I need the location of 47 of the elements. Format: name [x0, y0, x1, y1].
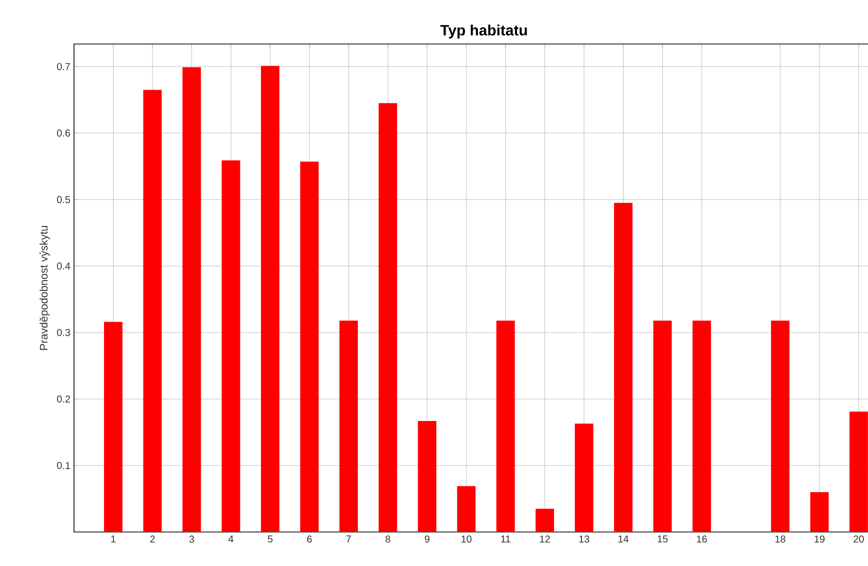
- x-tick-label: 16: [696, 536, 707, 543]
- bar: [653, 320, 672, 532]
- x-tick-label: 6: [307, 536, 312, 543]
- y-tick-label: 0.5: [57, 196, 70, 204]
- x-tick-label: 19: [814, 536, 825, 543]
- bar: [339, 320, 358, 532]
- bar: [536, 508, 554, 532]
- bar: [771, 320, 790, 532]
- bar: [143, 90, 162, 532]
- bar: [810, 492, 829, 532]
- bar: [378, 103, 398, 532]
- x-tick-label: 4: [228, 536, 234, 542]
- x-tick-label: 7: [346, 536, 351, 542]
- bar: [182, 67, 201, 532]
- x-tick-label: 3: [189, 536, 194, 543]
- y-tick-label: 0.6: [57, 130, 70, 137]
- y-tick-label: 0.1: [57, 462, 70, 470]
- bar: [300, 162, 319, 532]
- bar: [104, 322, 122, 532]
- x-tick-label: 15: [658, 536, 668, 542]
- bar: [849, 412, 868, 532]
- bar: [574, 424, 594, 532]
- chart-title: Typ habitatu: [440, 24, 527, 38]
- bar: [222, 160, 240, 532]
- x-tick-label: 20: [854, 536, 864, 543]
- y-tick-label: 0.4: [57, 262, 70, 270]
- y-axis-title: Pravděpodobnost výskytu: [39, 226, 50, 350]
- x-tick-label: 12: [540, 536, 550, 542]
- y-tick-label: 0.2: [57, 396, 70, 403]
- x-tick-label: 18: [775, 536, 786, 543]
- bar: [496, 320, 515, 532]
- bar: [614, 202, 633, 532]
- x-tick-label: 13: [579, 536, 590, 543]
- x-tick-label: 5: [268, 536, 273, 542]
- y-tick-label: 0.3: [57, 329, 70, 336]
- bar: [260, 66, 280, 532]
- bar: [457, 486, 476, 532]
- bar: [418, 420, 436, 532]
- x-tick-label: 8: [386, 536, 390, 543]
- y-tick-label: 0.7: [57, 63, 70, 70]
- x-tick-label: 10: [462, 536, 472, 543]
- x-tick-label: 1: [111, 536, 116, 542]
- x-tick-label: 2: [150, 536, 155, 542]
- bar: [692, 320, 711, 532]
- x-tick-label: 14: [618, 536, 629, 542]
- x-tick-label: 11: [501, 536, 510, 542]
- x-tick-label: 9: [424, 536, 430, 543]
